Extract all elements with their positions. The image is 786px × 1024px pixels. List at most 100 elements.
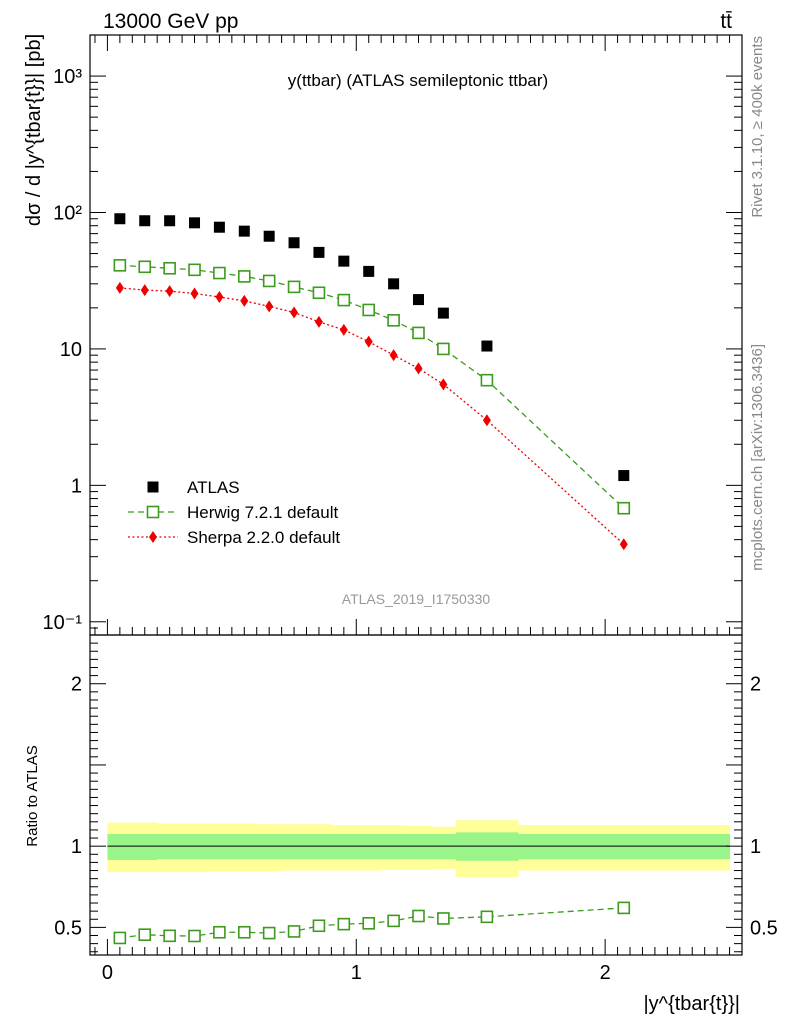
- inner-band-bin: [132, 833, 158, 860]
- main-y-axis-label: dσ / d |y^{tbar{t}}| [pb]: [23, 34, 45, 226]
- main-herwig-point: [163, 261, 176, 275]
- main-sherpa-point: [290, 306, 299, 319]
- plot-title: y(ttbar) (ATLAS semileptonic ttbar): [288, 71, 548, 90]
- main-herwig-point: [213, 266, 226, 280]
- legend: ATLAS Herwig 7.2.1 default Sherpa 2.2.0 de…: [128, 478, 340, 547]
- x-tick-label: 0: [102, 962, 113, 984]
- main-herwig-point: [617, 501, 631, 515]
- ratio-y-tick-label: 1: [71, 836, 82, 858]
- main-atlas-point: [388, 278, 400, 290]
- x-tick-label: 1: [351, 962, 362, 984]
- main-atlas-point: [263, 230, 275, 242]
- ratio-herwig-point: [237, 925, 251, 939]
- main-atlas-point: [481, 340, 493, 352]
- ratio-herwig-point: [617, 901, 631, 915]
- ratio-plot-frame: [89, 634, 743, 956]
- main-sherpa-point: [439, 378, 448, 391]
- ratio-herwig-point: [412, 909, 425, 923]
- main-herwig-point: [237, 270, 251, 283]
- main-atlas-point: [412, 294, 424, 306]
- ratio-y-tick-label-right: 1: [750, 836, 761, 858]
- energy-label: 13000 GeV pp: [103, 10, 238, 33]
- main-herwig-point: [480, 373, 494, 387]
- main-herwig-point: [362, 303, 376, 317]
- main-atlas-point: [363, 265, 375, 277]
- main-sherpa-point: [140, 284, 149, 297]
- main-herwig-point: [437, 342, 450, 356]
- main-sherpa-point: [314, 315, 323, 328]
- ratio-y-tick-label: 0.5: [54, 917, 82, 939]
- ratio-uncertainty-bands: [107, 820, 731, 878]
- x-axis-label: |y^{tbar{t}}|: [643, 993, 740, 1015]
- main-herwig-point: [412, 326, 425, 340]
- main-herwig-line: [119, 264, 625, 509]
- ratio-y-tick-label-right: 0.5: [750, 917, 778, 939]
- main-herwig-point: [262, 274, 276, 288]
- ratio-herwig-point: [113, 931, 127, 945]
- main-atlas-point: [164, 215, 176, 227]
- main-atlas-point: [189, 217, 201, 229]
- ratio-herwig-point: [213, 925, 226, 939]
- ratio-herwig-point: [262, 926, 276, 940]
- main-atlas-point: [437, 307, 449, 319]
- main-herwig-point: [138, 260, 152, 274]
- ratio-herwig-point: [138, 928, 152, 941]
- inner-band-bin: [107, 833, 133, 860]
- analysis-id: ATLAS_2019_I1750330: [342, 591, 491, 607]
- main-sherpa-point: [619, 538, 628, 551]
- main-y-tick-label: 10²: [53, 202, 82, 224]
- main-sherpa-point: [240, 294, 249, 307]
- main-herwig-point: [337, 293, 351, 307]
- ratio-y-tick-label-right: 2: [750, 674, 761, 696]
- legend-label: Sherpa 2.2.0 default: [187, 528, 340, 547]
- legend-marker: [149, 531, 157, 543]
- ratio-herwig-point: [163, 929, 176, 943]
- mcplots-side-label: mcplots.cern.ch [arXiv:1306.3436]: [749, 344, 766, 571]
- ratio-herwig-line: [119, 907, 624, 939]
- ratio-herwig-point: [362, 917, 376, 930]
- ratio-y-tick-label: 2: [71, 674, 82, 696]
- main-atlas-point: [618, 470, 630, 482]
- main-y-tick-label: 10³: [53, 66, 82, 88]
- main-sherpa-point: [115, 281, 124, 294]
- main-y-tick-label: 10⁻¹: [43, 612, 83, 634]
- main-sherpa-point: [414, 362, 423, 375]
- x-tick-label: 2: [600, 962, 611, 984]
- ratio-herwig-point: [387, 914, 400, 928]
- main-sherpa-point: [364, 335, 373, 348]
- main-atlas-point: [288, 237, 300, 249]
- legend-label: ATLAS: [187, 478, 240, 497]
- main-sherpa-point: [482, 414, 491, 427]
- main-sherpa-point: [215, 291, 224, 304]
- main-herwig-point: [188, 263, 201, 277]
- main-atlas-point: [114, 213, 126, 225]
- main-atlas-point: [238, 225, 250, 237]
- main-herwig-point: [113, 259, 127, 272]
- main-sherpa-point: [190, 287, 199, 300]
- ratio-herwig-point: [312, 919, 326, 933]
- legend-marker: [146, 505, 160, 519]
- main-sherpa-line: [119, 287, 625, 545]
- main-y-tick-label: 1: [71, 475, 82, 497]
- legend-label: Herwig 7.2.1 default: [187, 503, 338, 522]
- rivet-side-label: Rivet 3.1.10, ≥ 400k events: [749, 36, 766, 218]
- ratio-herwig-point: [480, 910, 494, 924]
- main-herwig-point: [287, 280, 301, 294]
- main-y-tick-label: 10: [60, 339, 82, 361]
- legend-marker: [147, 481, 159, 493]
- main-sherpa-point: [165, 285, 174, 298]
- process-label: tt̄: [720, 10, 732, 33]
- main-atlas-point: [213, 221, 225, 233]
- main-sherpa-point: [339, 323, 348, 336]
- main-atlas-point: [313, 246, 325, 258]
- main-atlas-point: [139, 215, 151, 227]
- main-sherpa-point: [265, 300, 274, 313]
- main-sherpa-point: [389, 349, 398, 362]
- ratio-y-axis-label: Ratio to ATLAS: [24, 745, 41, 846]
- main-herwig-point: [312, 286, 326, 300]
- main-herwig-point: [387, 314, 400, 327]
- ratio-herwig-point: [337, 917, 351, 931]
- main-atlas-point: [338, 255, 350, 267]
- ratio-herwig-point: [287, 925, 301, 938]
